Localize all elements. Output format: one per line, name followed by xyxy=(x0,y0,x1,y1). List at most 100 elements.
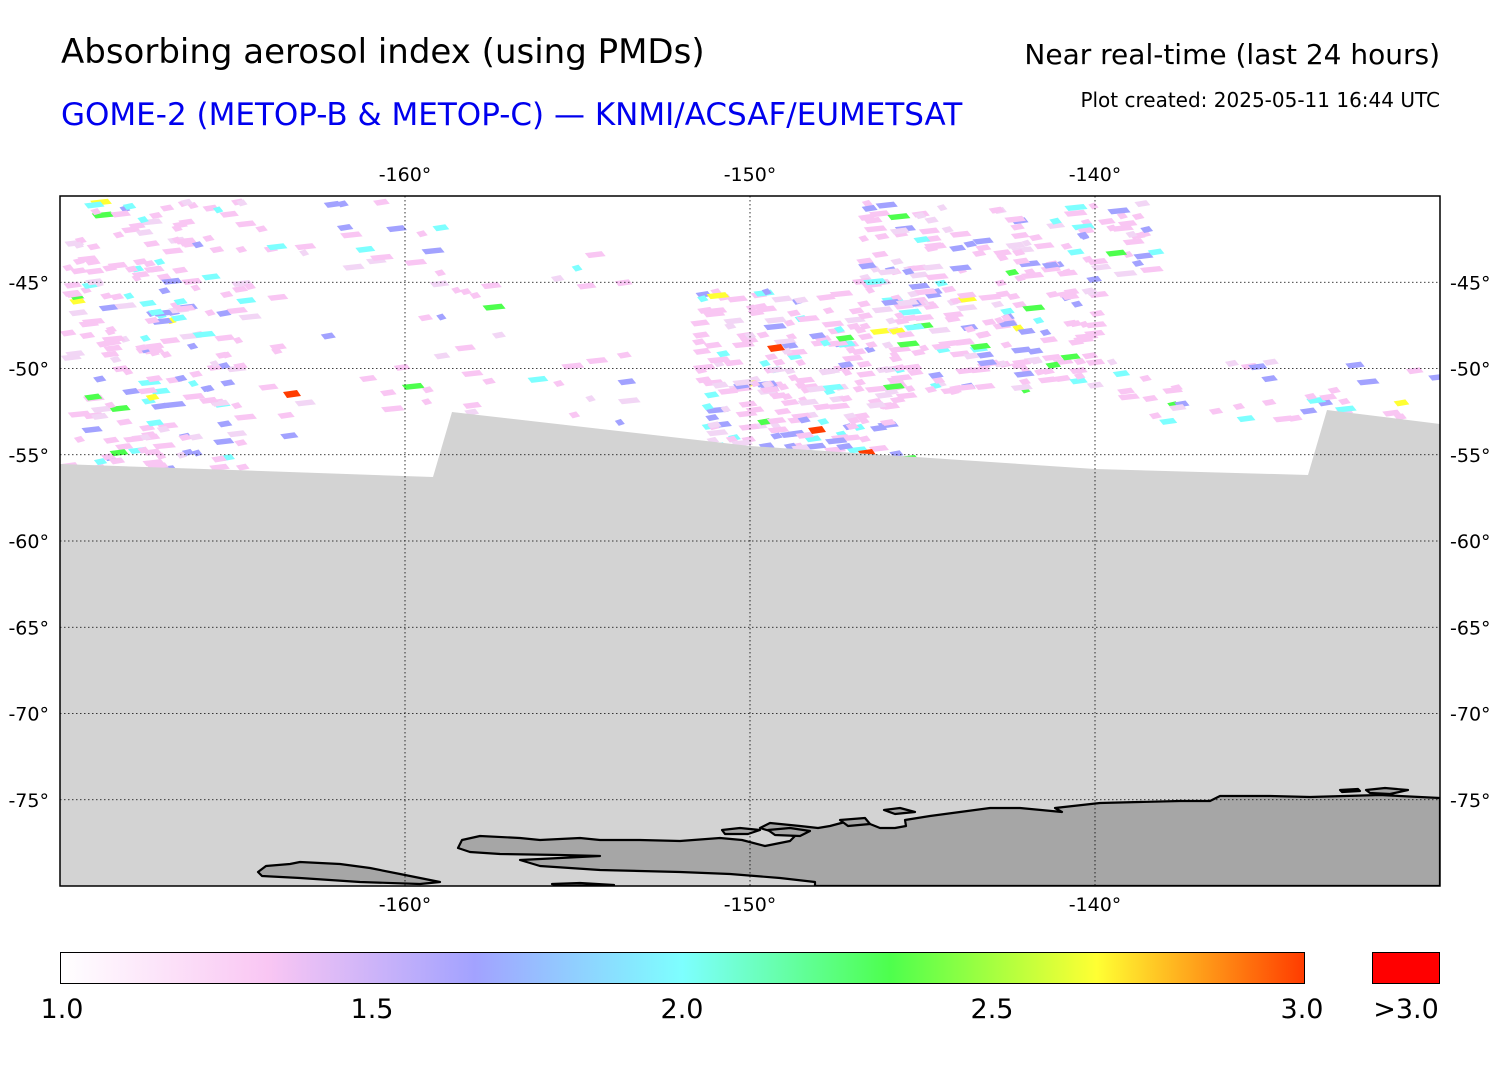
aerosol-pixel xyxy=(231,285,249,293)
aerosol-pixel xyxy=(759,359,771,367)
aerosol-pixel xyxy=(1125,230,1138,238)
lat-tick-label-right: -65° xyxy=(1450,617,1491,639)
aerosol-pixel xyxy=(355,245,376,253)
aerosol-pixel xyxy=(797,398,819,406)
aerosol-pixel xyxy=(857,312,874,320)
aerosol-pixel xyxy=(181,277,203,285)
aerosol-pixel xyxy=(821,320,845,328)
antarctica-land xyxy=(256,786,1440,886)
aerosol-pixel xyxy=(1076,231,1090,239)
aerosol-pixel xyxy=(825,339,849,347)
aerosol-pixel xyxy=(781,342,799,350)
aerosol-pixel xyxy=(576,282,597,290)
aerosol-pixel xyxy=(163,400,187,408)
aerosol-pixel xyxy=(692,331,710,339)
aerosol-pixel xyxy=(616,351,632,359)
aerosol-pixel xyxy=(785,333,798,341)
aerosol-pixel xyxy=(584,251,606,259)
aerosol-pixel xyxy=(908,271,930,279)
aerosol-pixel xyxy=(871,250,889,258)
aerosol-pixel xyxy=(949,230,972,238)
aerosol-pixel xyxy=(1000,314,1013,322)
aerosol-pixel xyxy=(886,376,904,384)
aerosol-pixel xyxy=(182,393,206,401)
aerosol-pixel xyxy=(198,396,219,404)
aerosol-pixel xyxy=(188,433,204,441)
aerosol-pixel xyxy=(990,300,1005,308)
aerosol-pixel xyxy=(845,346,858,354)
aerosol-pixel xyxy=(845,422,860,430)
aerosol-pixel xyxy=(889,351,900,359)
aerosol-pixel xyxy=(923,242,945,250)
colorbar-label-1-5: 1.5 xyxy=(350,994,394,1025)
aerosol-pixel xyxy=(1112,370,1131,378)
aerosol-pixel xyxy=(614,418,625,426)
aerosol-pixel xyxy=(1131,259,1145,267)
aerosol-pixel xyxy=(1110,224,1134,232)
aerosol-pixel xyxy=(1107,207,1131,215)
aerosol-pixel xyxy=(994,279,1007,287)
aerosol-pixel xyxy=(1064,203,1088,211)
aerosol-pixel xyxy=(201,273,221,281)
aerosol-pixel xyxy=(918,344,930,352)
aerosol-pixel xyxy=(901,268,915,276)
lat-tick-label-left: -75° xyxy=(8,790,49,812)
colorbar-over-range-swatch xyxy=(1372,952,1440,984)
aerosol-pixel xyxy=(161,277,183,285)
aerosol-pixel xyxy=(1261,375,1278,383)
aerosol-pixel xyxy=(122,388,140,396)
aerosol-pixel xyxy=(203,384,215,392)
aerosol-pixel xyxy=(1236,415,1256,423)
aerosol-pixel xyxy=(837,361,854,369)
aerosol-pixel xyxy=(131,271,150,279)
aerosol-pixel xyxy=(379,389,397,397)
time-window-label: Near real-time (last 24 hours) xyxy=(1024,38,1440,71)
aerosol-pixel xyxy=(192,330,216,338)
aerosol-pixel xyxy=(881,298,902,306)
aerosol-pixel xyxy=(874,233,890,241)
aerosol-pixel xyxy=(79,332,96,340)
aerosol-pixel xyxy=(711,381,729,389)
aerosol-pixel xyxy=(1304,392,1318,400)
aerosol-pixel xyxy=(690,319,711,327)
lon-tick-label-bottom: -160° xyxy=(379,894,432,916)
aerosol-pixel xyxy=(947,387,960,395)
aerosol-pixel xyxy=(174,305,196,313)
aerosol-pixel xyxy=(1010,383,1033,391)
aerosol-pixel xyxy=(1148,412,1162,420)
aerosol-pixel xyxy=(104,328,116,336)
aerosol-pixel xyxy=(858,235,870,243)
aerosol-pixel xyxy=(1393,399,1410,407)
aerosol-pixel xyxy=(1122,238,1145,246)
aerosol-pixel xyxy=(889,227,910,235)
aerosol-pixel xyxy=(299,249,310,257)
aerosol-pixel xyxy=(841,354,864,362)
aerosol-pixel xyxy=(738,400,758,408)
aerosol-pixel xyxy=(695,290,712,298)
aerosol-pixel xyxy=(893,317,910,325)
aerosol-pixel xyxy=(1069,377,1088,385)
aerosol-pixel xyxy=(896,340,920,348)
lat-tick-label-left: -45° xyxy=(8,272,49,294)
aerosol-pixel xyxy=(861,204,878,212)
aerosol-pixel xyxy=(109,449,129,457)
aerosol-pixel xyxy=(921,263,944,271)
aerosol-pixel xyxy=(1428,374,1440,381)
aerosol-pixel xyxy=(110,210,132,218)
aerosol-pixel xyxy=(156,273,172,281)
aerosol-pixel-high xyxy=(283,390,301,398)
map-frame xyxy=(59,195,1441,887)
aerosol-pixel xyxy=(146,419,165,427)
aerosol-pixel xyxy=(956,291,977,299)
aerosol-pixel xyxy=(772,358,786,366)
aerosol-pixel xyxy=(796,315,820,323)
aerosol-pixel xyxy=(955,367,977,375)
aerosol-pixel xyxy=(277,411,295,419)
aerosol-pixel xyxy=(267,293,289,301)
aerosol-pixel xyxy=(122,202,137,210)
aerosol-pixel xyxy=(1041,261,1060,269)
aerosol-pixel xyxy=(1262,358,1279,366)
aerosol-pixel xyxy=(143,240,161,248)
lat-tick-label-right: -55° xyxy=(1450,445,1491,467)
